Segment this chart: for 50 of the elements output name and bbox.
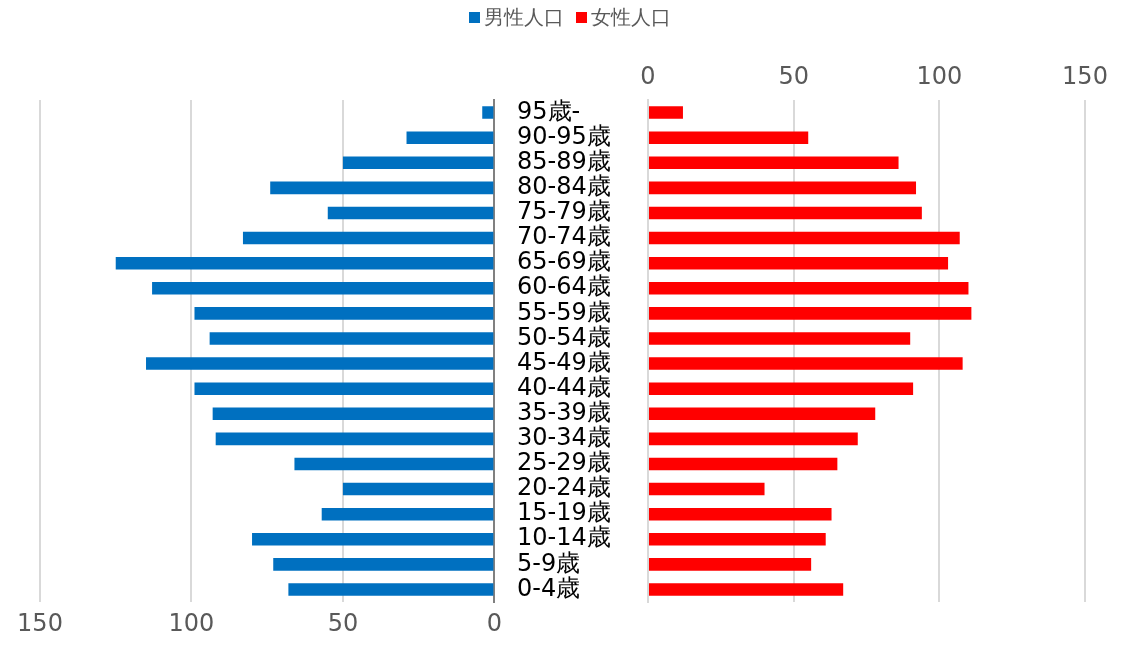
legend-label: 男性人口 [484,4,564,31]
bar [270,181,494,195]
bar [649,532,826,546]
x-tick-label: 50 [327,608,359,637]
bar [649,357,963,370]
bar [215,432,494,446]
x2-tick-label: 100 [916,61,963,90]
bar [242,231,494,245]
bar [209,332,494,345]
bar [649,231,960,245]
bar [327,206,494,220]
bar [482,106,494,119]
bar [649,281,969,295]
bar [649,432,858,446]
bar [649,382,914,395]
bar [649,156,899,170]
x-tick-label: 100 [168,608,215,637]
bar [649,583,844,596]
x2-tick-label: 0 [640,61,656,90]
bar [649,256,949,270]
bar [649,106,683,119]
bar [115,256,494,270]
x2-tick-label: 50 [778,61,809,90]
bar [252,532,494,546]
bar [294,457,494,471]
bar [649,332,911,345]
bar [321,507,494,521]
bar [273,558,494,571]
x-tick-label: 150 [17,608,63,637]
bar [649,181,917,195]
bar [288,583,494,596]
bar [649,558,812,571]
bar [406,131,494,144]
x-tick-label: 0 [486,608,503,637]
bar [649,482,765,496]
legend-label: 女性人口 [591,4,671,31]
bar [342,156,494,170]
bar [146,357,494,370]
bar [649,131,809,144]
bar [342,482,494,496]
bar [649,457,838,471]
bar [649,307,972,320]
bar [649,507,832,521]
bar [649,206,922,220]
bar [194,307,494,320]
bar [152,281,494,295]
bar [194,382,494,395]
bar [212,407,494,421]
bar [649,407,876,421]
x2-tick-label: 150 [1062,61,1108,90]
